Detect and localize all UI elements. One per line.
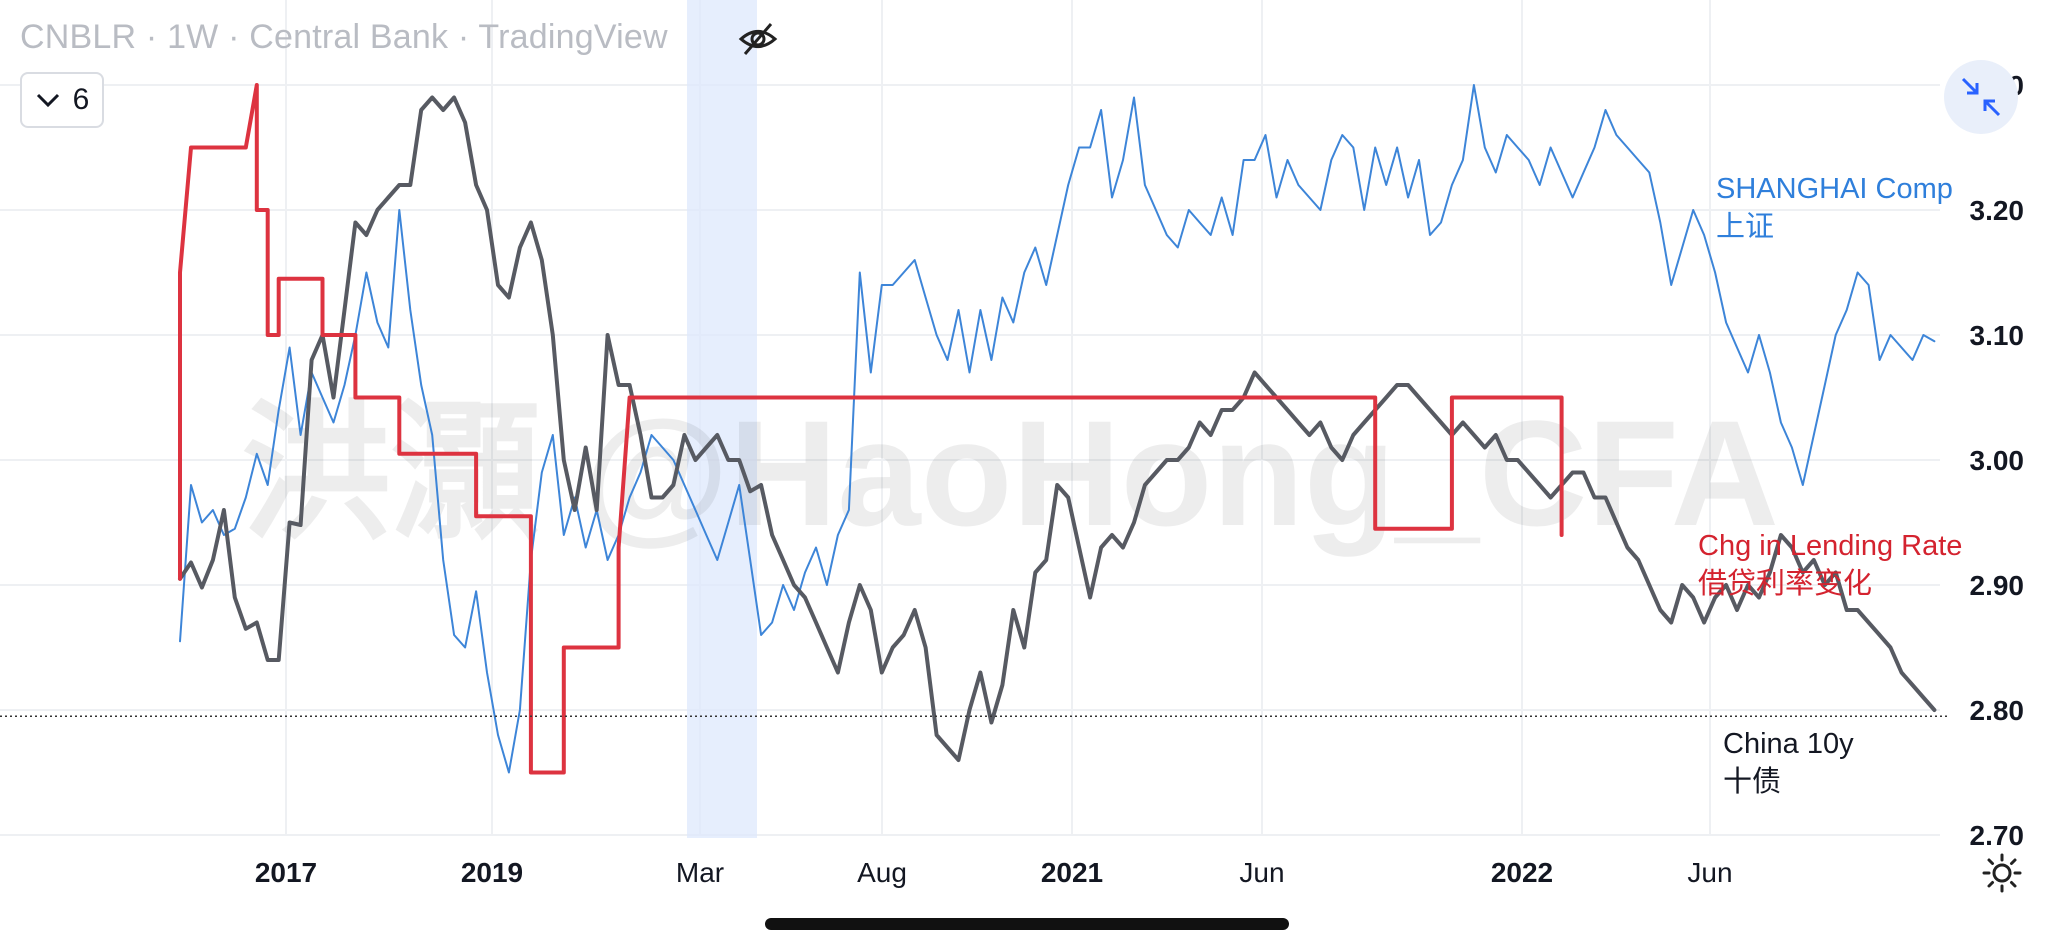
china10y-label-zh: 十债	[1723, 766, 1782, 798]
shanghai-label-en: SHANGHAI Comp	[1716, 173, 1953, 205]
shanghai-label-zh: 上证	[1716, 211, 1775, 243]
x-tick-label: Jun	[1239, 857, 1284, 888]
y-tick-label: 3.10	[1970, 320, 2025, 351]
lending-label-en: Chg in Lending Rate	[1698, 530, 1963, 562]
lending-label-zh: 借贷利率变化	[1698, 568, 1873, 600]
collapse-arrows-icon	[1961, 77, 2001, 117]
x-tick-label: 2017	[255, 857, 317, 888]
lending-rate-label: Chg in Lending Rate 借贷利率变化	[1698, 527, 1962, 603]
indicator-count: 6	[72, 83, 90, 116]
x-tick-label: 2021	[1041, 857, 1103, 888]
china10y-label: China 10y 十债	[1723, 725, 1854, 801]
chart-watermark: 洪灝 @HaoHong_CFA	[241, 389, 1779, 557]
home-indicator[interactable]	[765, 918, 1289, 930]
x-tick-label: 2022	[1491, 857, 1553, 888]
y-tick-label: 2.70	[1970, 820, 2025, 851]
x-tick-label: Mar	[676, 857, 724, 888]
series-line-china-10y	[178, 95, 1937, 762]
x-tick-label: Aug	[857, 857, 907, 888]
y-tick-label: 3.00	[1970, 445, 2025, 476]
collapse-arrows-button[interactable]	[1944, 60, 2018, 134]
y-tick-label: 2.90	[1970, 570, 2025, 601]
shanghai-label: SHANGHAI Comp 上证	[1716, 170, 1953, 246]
y-tick-label: 2.80	[1970, 695, 2025, 726]
series-line-shanghai-comp	[179, 84, 1936, 774]
chevron-down-icon	[36, 93, 59, 108]
china10y-label-en: China 10y	[1723, 728, 1854, 760]
y-tick-label: 3.20	[1970, 195, 2025, 226]
x-tick-label: Jun	[1687, 857, 1732, 888]
collapse-legend-button[interactable]: 6	[20, 72, 104, 128]
series-line-chg-in-lending-rate	[178, 83, 1564, 775]
hide-eye-icon[interactable]	[737, 18, 779, 60]
highlight-band	[687, 0, 757, 838]
x-tick-label: 2019	[461, 857, 523, 888]
chart-title: CNBLR · 1W · Central Bank · TradingView	[20, 18, 668, 56]
theme-sun-icon[interactable]	[1981, 852, 2023, 894]
